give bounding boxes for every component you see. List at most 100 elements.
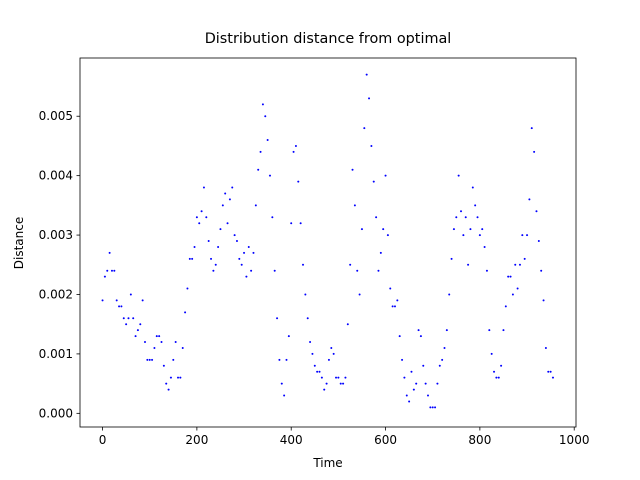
point (155, 335, 158, 338)
point (280, 382, 283, 385)
point (372, 180, 375, 183)
point (141, 299, 144, 302)
y-tick-label: 0.001 (39, 347, 73, 361)
point (530, 127, 533, 130)
point (271, 216, 274, 219)
point (351, 168, 354, 171)
point (306, 317, 309, 320)
point (297, 180, 300, 183)
point (521, 234, 524, 237)
point (177, 376, 180, 379)
point (504, 305, 507, 308)
point (273, 269, 276, 272)
point (514, 263, 517, 266)
point (335, 376, 338, 379)
point (542, 299, 545, 302)
point (129, 293, 132, 296)
point (325, 382, 328, 385)
y-tick-label: 0.000 (39, 406, 73, 420)
point (240, 263, 243, 266)
point (268, 174, 271, 177)
point (245, 275, 248, 278)
point (544, 346, 547, 349)
point (231, 186, 234, 189)
point (452, 228, 455, 231)
point (445, 329, 448, 332)
point (202, 186, 205, 189)
point (136, 329, 139, 332)
point (493, 370, 496, 373)
y-axis-label: Distance (12, 217, 26, 269)
point (235, 240, 238, 243)
point (412, 388, 415, 391)
point (134, 335, 137, 338)
point (217, 245, 220, 248)
plot-frame (79, 57, 577, 428)
y-tick-label: 0.002 (39, 287, 73, 301)
point (250, 269, 253, 272)
point (415, 382, 418, 385)
point (318, 370, 321, 373)
point (257, 168, 260, 171)
point (523, 257, 526, 260)
point (481, 228, 484, 231)
point (221, 204, 224, 207)
point (460, 210, 463, 213)
point (113, 269, 116, 272)
point (101, 299, 104, 302)
point (294, 144, 297, 147)
x-tick-label: 800 (468, 433, 491, 447)
point (549, 370, 552, 373)
point (323, 388, 326, 391)
point (363, 127, 366, 130)
point (483, 245, 486, 248)
point (179, 376, 182, 379)
point (228, 198, 231, 201)
x-axis-label: Time (312, 456, 342, 470)
point (410, 370, 413, 373)
point (214, 263, 217, 266)
point (339, 382, 342, 385)
point (276, 317, 279, 320)
point (148, 358, 151, 361)
point (490, 352, 493, 355)
point (158, 335, 161, 338)
point (212, 269, 215, 272)
point (316, 370, 319, 373)
point (110, 269, 113, 272)
point (436, 382, 439, 385)
point (224, 192, 227, 195)
point (169, 376, 172, 379)
point (198, 222, 201, 225)
point (106, 269, 109, 272)
x-tick-label: 1000 (559, 433, 590, 447)
point (125, 323, 128, 326)
point (509, 275, 512, 278)
point (127, 317, 130, 320)
point (474, 204, 477, 207)
point (429, 406, 432, 409)
chart-title: Distribution distance from optimal (205, 31, 452, 47)
point (337, 376, 340, 379)
point (210, 257, 213, 260)
point (287, 335, 290, 338)
point (540, 269, 543, 272)
point (398, 335, 401, 338)
point (462, 234, 465, 237)
y-tick-label: 0.003 (39, 228, 73, 242)
point (360, 228, 363, 231)
point (259, 150, 262, 153)
point (443, 346, 446, 349)
point (162, 364, 165, 367)
point (167, 388, 170, 391)
point (426, 394, 429, 397)
point (226, 222, 229, 225)
point (526, 234, 529, 237)
point (139, 323, 142, 326)
point (311, 352, 314, 355)
point (457, 174, 460, 177)
point (122, 317, 125, 320)
point (120, 305, 123, 308)
point (278, 358, 281, 361)
point (153, 346, 156, 349)
